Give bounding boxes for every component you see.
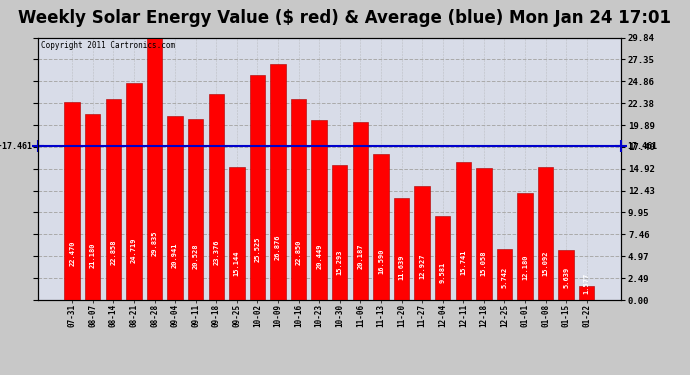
Bar	[558, 251, 574, 300]
Bar	[538, 167, 553, 300]
Text: 12.927: 12.927	[419, 253, 425, 279]
Text: 26.876: 26.876	[275, 235, 281, 260]
Bar	[106, 99, 121, 300]
Bar	[435, 216, 451, 300]
Bar	[476, 168, 491, 300]
Bar	[250, 75, 265, 300]
Text: 15.092: 15.092	[542, 250, 549, 276]
Bar	[311, 120, 327, 300]
Bar	[579, 286, 595, 300]
Bar	[455, 162, 471, 300]
Text: 15.741: 15.741	[460, 249, 466, 275]
Text: Weekly Solar Energy Value ($ red) & Average (blue) Mon Jan 24 17:01: Weekly Solar Energy Value ($ red) & Aver…	[19, 9, 671, 27]
Text: 23.376: 23.376	[213, 239, 219, 265]
Bar	[415, 186, 430, 300]
Bar	[373, 154, 388, 300]
Text: 5.742: 5.742	[502, 267, 507, 288]
Bar	[188, 119, 204, 300]
Text: 9.581: 9.581	[440, 262, 446, 283]
Bar	[147, 38, 162, 300]
Bar	[168, 116, 183, 300]
Bar	[64, 102, 80, 300]
Bar	[229, 167, 244, 300]
Text: 20.449: 20.449	[316, 243, 322, 268]
Text: ·17.461: ·17.461	[0, 142, 32, 151]
Text: 5.639: 5.639	[563, 267, 569, 288]
Text: 12.180: 12.180	[522, 254, 528, 279]
Text: 22.850: 22.850	[295, 240, 302, 266]
Text: 24.719: 24.719	[131, 237, 137, 263]
Bar	[208, 94, 224, 300]
Text: 22.470: 22.470	[69, 240, 75, 266]
Text: 20.941: 20.941	[172, 243, 178, 268]
Text: 22.858: 22.858	[110, 240, 117, 266]
Text: 17.461: 17.461	[627, 142, 657, 151]
Text: Copyright 2011 Cartronics.com: Copyright 2011 Cartronics.com	[41, 42, 175, 51]
Text: 21.180: 21.180	[90, 242, 96, 268]
Bar	[394, 198, 409, 300]
Text: 20.187: 20.187	[357, 243, 364, 269]
Text: 25.525: 25.525	[255, 236, 260, 262]
Bar	[518, 193, 533, 300]
Bar	[332, 165, 348, 300]
Bar	[85, 114, 101, 300]
Text: 15.144: 15.144	[234, 250, 240, 276]
Text: 11.639: 11.639	[399, 255, 404, 280]
Bar	[126, 82, 141, 300]
Text: 29.835: 29.835	[152, 231, 157, 256]
Text: 20.528: 20.528	[193, 243, 199, 268]
Bar	[497, 249, 512, 300]
Bar	[270, 64, 286, 300]
Text: 1.577: 1.577	[584, 272, 590, 294]
Text: 15.293: 15.293	[337, 250, 343, 275]
Text: 15.058: 15.058	[481, 250, 487, 276]
Text: 16.590: 16.590	[378, 248, 384, 274]
Bar	[353, 122, 368, 300]
Bar	[291, 99, 306, 300]
